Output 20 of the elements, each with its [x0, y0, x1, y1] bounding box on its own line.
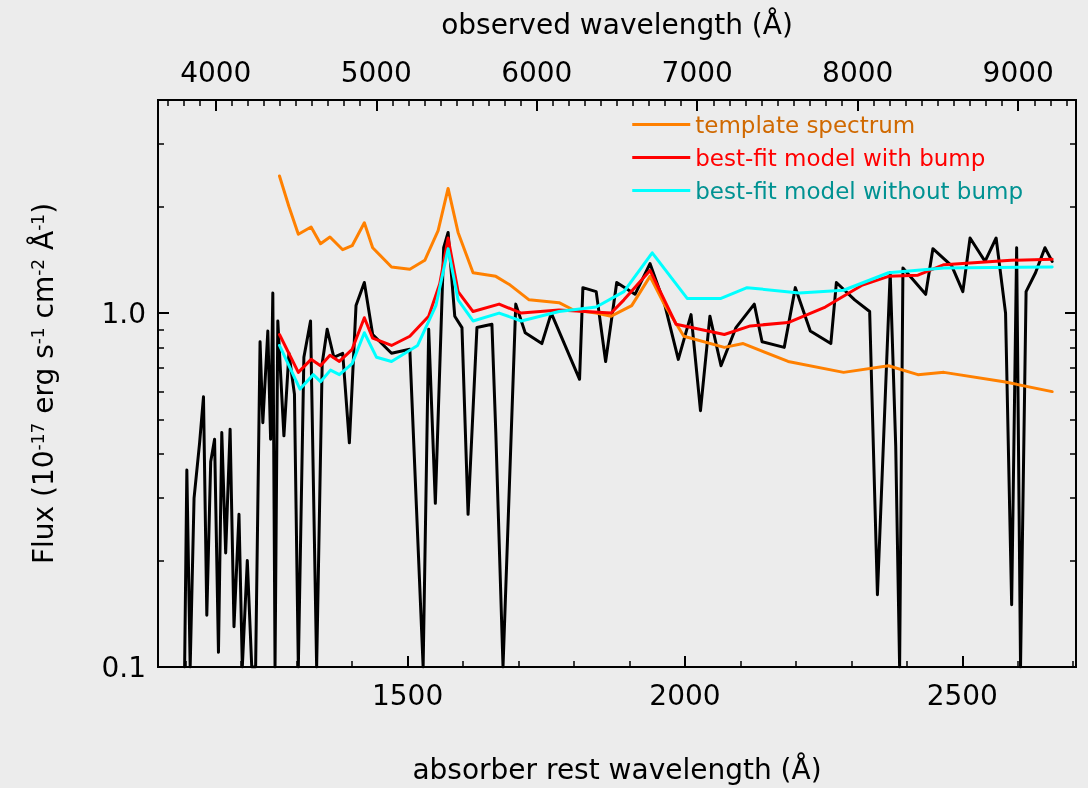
x2-tick-label: 8000: [822, 55, 894, 89]
x2-tick-label: 7000: [661, 55, 733, 89]
line-series: [277, 247, 1054, 391]
x-tick-label: 2500: [926, 678, 998, 712]
x2-tick-label: 6000: [501, 55, 573, 89]
x-axis-title: absorber rest wavelength (Å): [412, 751, 822, 786]
y-tick-label: 0.1: [101, 650, 146, 684]
x2-tick-label: 9000: [982, 55, 1054, 89]
x2-tick-label: 4000: [180, 55, 252, 89]
x-tick-label: 2000: [649, 678, 721, 712]
y-tick-label: 1.0: [101, 296, 146, 330]
text: Flux (10-17 erg s-1 cm-2 Å-1): [27, 202, 60, 565]
line-series: [277, 236, 1054, 374]
x-tick-label: 1500: [371, 678, 444, 712]
legend-label: best-fit model with bump: [695, 144, 986, 171]
x2-tick-label: 5000: [340, 55, 412, 89]
x2-axis-title: observed wavelength (Å): [441, 6, 793, 41]
legend-label: template spectrum: [695, 111, 916, 138]
line-series: [277, 174, 1054, 394]
legend-label: best-fit model without bump: [695, 177, 1023, 204]
